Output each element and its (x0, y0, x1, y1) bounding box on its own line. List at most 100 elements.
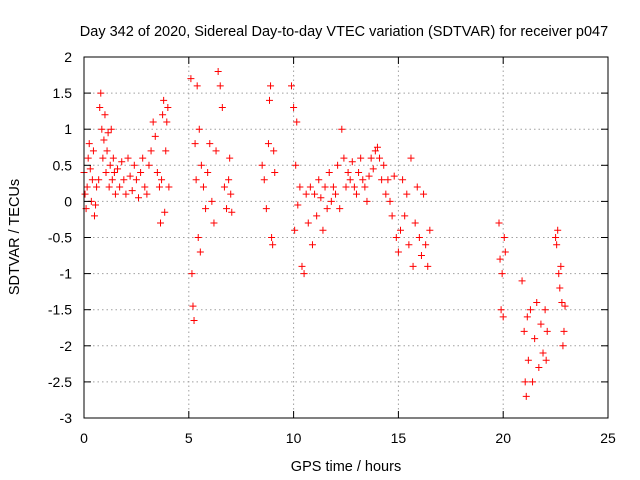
data-point-marker (260, 176, 268, 184)
data-point-marker (340, 154, 348, 162)
data-point-marker (141, 183, 149, 191)
data-point-marker (269, 241, 277, 249)
data-point-marker (98, 125, 106, 133)
y-axis-title: SDTVAR / TECUs (7, 179, 23, 295)
y-tick-label: 0 (64, 193, 72, 209)
data-point-marker (420, 190, 428, 198)
data-point-marker (344, 169, 352, 177)
data-point-marker (497, 306, 505, 314)
data-point-marker (106, 161, 114, 169)
chart-title: Day 342 of 2020, Sidereal Day-to-day VTE… (80, 24, 608, 40)
data-point-marker (355, 169, 363, 177)
data-point-marker (556, 284, 564, 292)
data-point-marker (227, 190, 235, 198)
data-point-marker (424, 262, 432, 270)
x-tick-label: 5 (185, 430, 193, 446)
data-point-marker (130, 161, 138, 169)
data-point-marker (557, 262, 565, 270)
data-point-marker (531, 335, 539, 343)
data-point-marker (191, 140, 199, 148)
data-point-marker (120, 176, 128, 184)
data-point-marker (529, 378, 537, 386)
data-point-marker (90, 212, 98, 220)
data-point-marker (554, 226, 562, 234)
y-tick-label: -0.5 (48, 230, 72, 246)
data-point-marker (361, 183, 369, 191)
data-point-marker (359, 176, 367, 184)
data-point-marker (523, 313, 531, 321)
data-point-marker (93, 183, 101, 191)
data-point-marker (92, 201, 100, 209)
data-point-marker (189, 302, 197, 310)
data-point-marker (216, 82, 224, 90)
y-tick-label: -1 (60, 266, 73, 282)
data-point-marker (271, 169, 279, 177)
data-point-marker (346, 176, 354, 184)
data-point-marker (134, 194, 142, 202)
data-point-marker (202, 205, 210, 213)
data-point-marker (413, 183, 421, 191)
data-point-marker (212, 147, 220, 155)
data-point-marker (541, 306, 549, 314)
data-point-marker (306, 183, 314, 191)
data-point-marker (187, 75, 195, 83)
data-point-marker (367, 154, 375, 162)
data-point-marker (262, 205, 270, 213)
data-point-marker (329, 183, 337, 191)
data-point-marker (498, 270, 506, 278)
data-point-marker (194, 234, 202, 241)
data-points (80, 67, 569, 400)
data-point-marker (348, 158, 356, 166)
data-point-marker (396, 226, 404, 234)
data-point-marker (555, 270, 563, 278)
data-point-marker (342, 183, 350, 191)
data-point-marker (288, 82, 296, 90)
data-point-marker (223, 205, 231, 213)
data-point-marker (380, 161, 388, 169)
data-point-marker (496, 255, 504, 263)
data-point-marker (501, 248, 509, 256)
data-point-marker (298, 262, 306, 270)
y-tick-label: 1.5 (53, 85, 73, 101)
data-point-marker (160, 96, 168, 104)
data-point-marker (151, 132, 159, 140)
data-point-marker (384, 176, 392, 184)
data-point-marker (100, 136, 108, 144)
data-point-marker (560, 327, 568, 335)
data-point-marker (357, 154, 365, 162)
data-point-marker (265, 96, 273, 104)
data-point-marker (264, 140, 272, 148)
data-point-marker (376, 154, 384, 162)
y-tick-label: 0.5 (53, 157, 73, 173)
data-point-marker (499, 313, 507, 321)
data-point-marker (311, 190, 319, 198)
data-point-marker (159, 111, 167, 119)
data-point-marker (188, 270, 196, 278)
y-tick-label: 1 (64, 121, 72, 137)
data-point-marker (122, 190, 130, 198)
data-point-marker (537, 320, 545, 328)
data-point-marker (325, 169, 333, 177)
data-point-marker (145, 161, 153, 169)
data-point-marker (369, 165, 377, 173)
data-point-marker (147, 147, 155, 155)
data-point-marker (417, 252, 425, 260)
data-point-marker (296, 183, 304, 191)
data-point-marker (81, 190, 89, 198)
data-point-marker (83, 183, 91, 191)
data-point-marker (104, 129, 112, 137)
data-point-marker (535, 363, 543, 371)
x-tick-label: 15 (391, 430, 407, 446)
data-point-marker (149, 118, 157, 126)
data-point-marker (542, 356, 550, 364)
data-point-marker (158, 176, 166, 184)
data-point-marker (409, 262, 417, 270)
data-point-marker (315, 176, 323, 184)
data-point-marker (143, 190, 151, 198)
data-point-marker (208, 197, 216, 205)
data-point-marker (500, 234, 508, 241)
data-point-marker (197, 161, 205, 169)
data-point-marker (319, 226, 327, 234)
data-point-marker (102, 169, 110, 177)
